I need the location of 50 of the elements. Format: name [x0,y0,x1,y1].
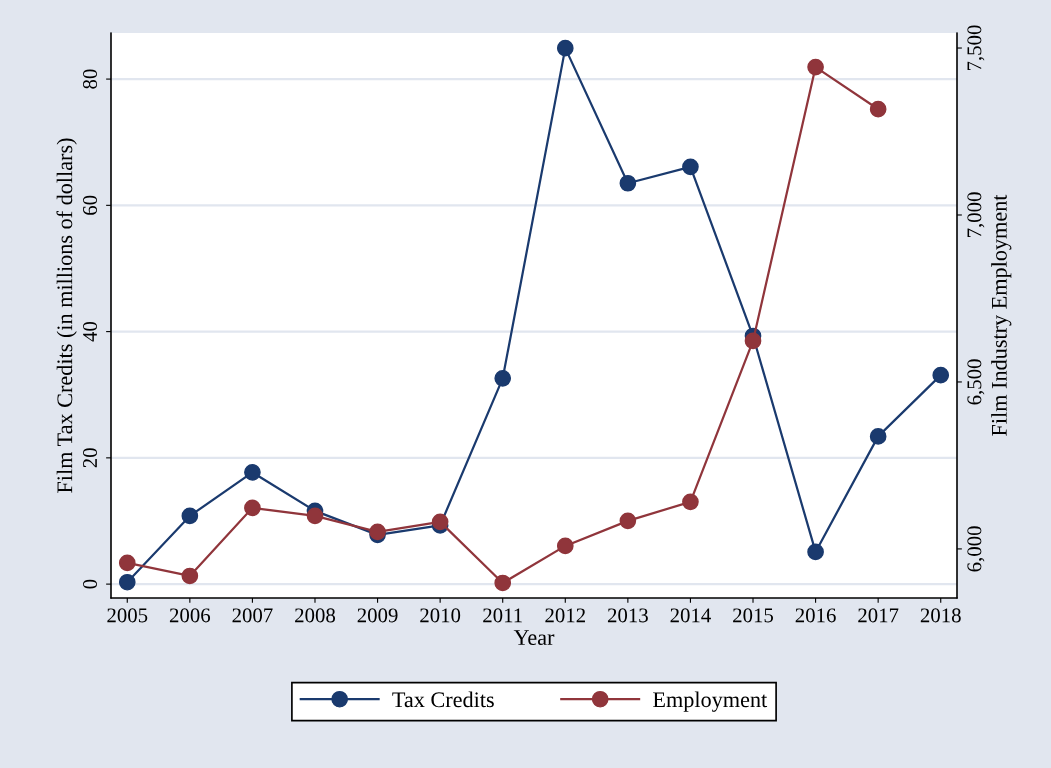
legend-label: Employment [653,691,768,712]
y2-axis-title: Film Industry Employment [991,194,1012,436]
x-tick-label: 2011 [483,608,522,623]
point [494,574,512,592]
point [807,58,824,76]
point [556,39,574,57]
x-tick-label: 2013 [607,608,648,623]
point [118,573,136,591]
y2-tick-label: 6,000 [967,526,985,572]
point [431,513,449,531]
point [807,543,824,561]
x-tick-label: 2017 [858,608,899,623]
y2-tick-label: 7,500 [967,25,985,71]
x-tick-label: 2009 [357,608,398,623]
x-tick-label: 2007 [232,608,273,623]
point [744,332,762,350]
point [118,554,136,572]
y-tick-label: 60 [82,195,98,215]
y-axis-title: Film Tax Credits (in millions of dollars) [56,138,77,493]
point [869,100,887,118]
point [682,493,699,511]
point [306,507,324,525]
x-tick-label: 2012 [545,608,585,623]
point [181,567,199,585]
y2-tick-label: 7,000 [967,192,985,238]
x-tick-label: 2015 [733,608,774,623]
y2-tick-label: 6,500 [967,359,985,405]
point [619,174,637,192]
x-tick-label: 2010 [420,608,461,623]
y-tick-label: 80 [82,69,98,89]
y-tick-label: 20 [82,448,98,468]
y-tick-label: 0 [82,579,98,589]
x-tick-label: 2005 [107,608,148,623]
x-tick-label: 2008 [295,608,336,623]
point [494,369,512,387]
point [181,507,199,525]
y-tick-label: 40 [82,321,98,342]
point [556,537,574,555]
legend-label: Tax Credits [392,691,494,708]
point [869,428,887,445]
point [244,464,261,481]
x-axis-title: Year [513,630,555,646]
x-tick-label: 2006 [169,608,211,623]
x-tick-label: 2014 [670,608,711,623]
x-tick-label: 2018 [920,608,961,623]
x-tick-label: 2016 [795,608,836,623]
point [682,158,699,176]
point [932,366,950,384]
point [619,512,637,530]
point [244,499,261,517]
